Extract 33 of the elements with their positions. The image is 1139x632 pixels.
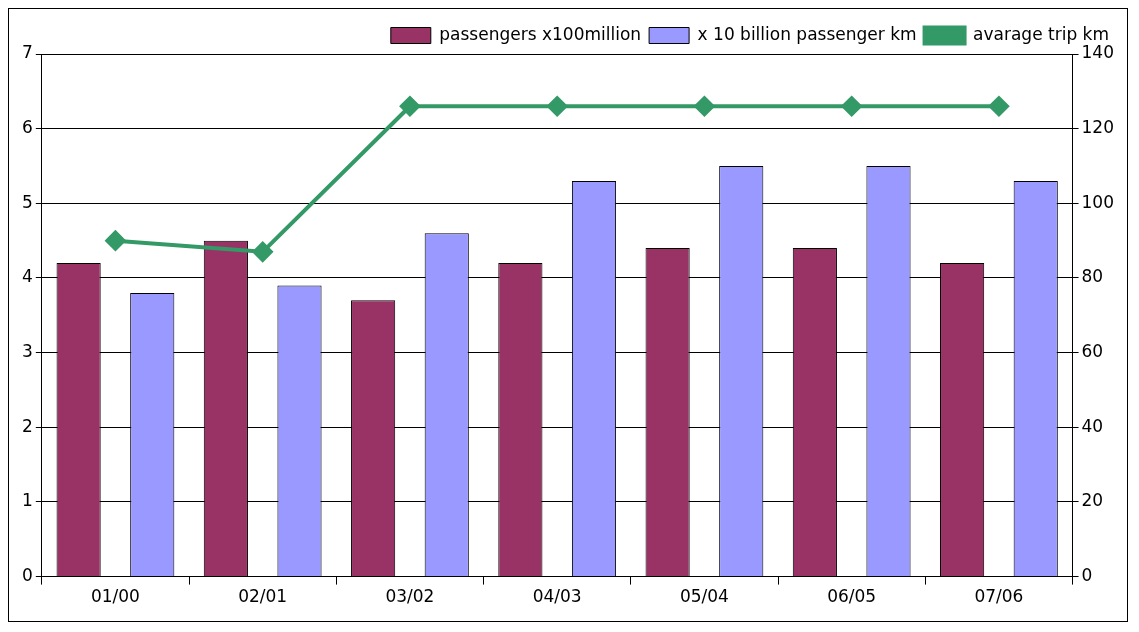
- point: [694, 96, 715, 117]
- x-tick-label: 04/03: [532, 586, 582, 607]
- y-tick-label: 7: [21, 42, 33, 63]
- y-tick-label: 5: [21, 191, 33, 212]
- y-tick-label: 2: [21, 415, 33, 436]
- y-tick-label: 1: [21, 490, 33, 511]
- y2-tick-label: 20: [1081, 490, 1104, 511]
- y2-tick-label: 80: [1081, 266, 1104, 287]
- x-tick-label: 02/01: [238, 586, 288, 607]
- x-tick-label: 07/06: [974, 586, 1024, 607]
- point: [841, 96, 862, 117]
- y-tick-label: 3: [21, 341, 33, 362]
- point: [547, 96, 568, 117]
- y2-tick-label: 60: [1081, 341, 1104, 362]
- y2-tick-label: 0: [1081, 565, 1093, 586]
- y2-tick-label: 120: [1081, 117, 1115, 138]
- legend-label: x 10 billion passenger km: [697, 23, 917, 44]
- x-tick-label: 03/02: [385, 586, 435, 607]
- x-tick-label: 06/05: [827, 586, 877, 607]
- y-tick-label: 0: [21, 565, 33, 586]
- legend-label: passengers x100million: [439, 23, 642, 44]
- point: [399, 96, 420, 117]
- x-tick-label: 01/00: [90, 586, 140, 607]
- point: [988, 96, 1009, 117]
- point: [252, 241, 273, 262]
- y2-tick-label: 100: [1081, 191, 1115, 212]
- y2-tick-label: 140: [1081, 42, 1115, 63]
- y-tick-label: 4: [21, 266, 33, 287]
- y-tick-label: 6: [21, 117, 33, 138]
- x-tick-label: 05/04: [679, 586, 729, 607]
- legend-label: avarage trip km: [973, 23, 1109, 44]
- y2-tick-label: 40: [1081, 415, 1104, 436]
- point: [105, 230, 126, 251]
